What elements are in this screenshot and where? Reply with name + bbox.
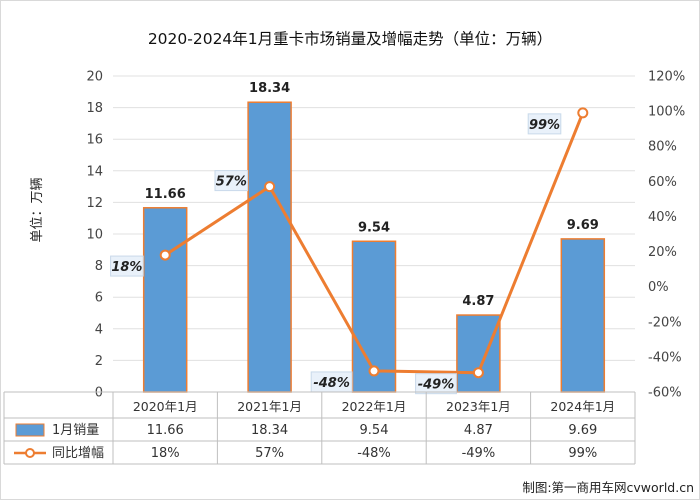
x-tick-label: 2024年1月 <box>550 399 615 414</box>
y-tick-label: 0 <box>95 386 103 401</box>
table-sales-value: 9.69 <box>568 423 597 438</box>
x-tick-label: 2021年1月 <box>237 399 302 414</box>
y-tick-label: 16 <box>86 133 103 148</box>
y-tick-label: 14 <box>86 164 103 179</box>
table-growth-value: -49% <box>462 446 496 461</box>
y-tick-label: 10 <box>86 228 103 243</box>
x-tick-label: 2023年1月 <box>446 399 511 414</box>
growth-point <box>368 365 380 377</box>
growth-value-label: -48% <box>313 376 350 391</box>
legend-line-marker <box>25 448 35 458</box>
y2-tick-label: -60% <box>648 386 682 401</box>
y-axis-label: 单位：万辆 <box>30 177 45 242</box>
growth-label-box <box>110 255 144 277</box>
growth-label-box <box>527 113 562 135</box>
chart-title: 2020-2024年1月重卡市场销量及增幅走势（单位：万辆） <box>148 30 552 48</box>
legend-bar-swatch <box>15 423 45 437</box>
y2-tick-label: -40% <box>648 350 682 365</box>
growth-value-label: 57% <box>216 175 247 190</box>
y2-tick-label: 0% <box>648 280 669 295</box>
y2-tick-label: 60% <box>648 175 677 190</box>
bar-value-label: 11.66 <box>145 187 186 202</box>
growth-value-label: 18% <box>111 260 142 275</box>
growth-label-box <box>214 170 249 192</box>
table-growth-value: 18% <box>151 446 180 461</box>
bar-value-label: 9.54 <box>358 220 390 235</box>
y2-tick-label: 100% <box>648 105 685 120</box>
y2-tick-label: 120% <box>648 70 685 85</box>
y2-tick-label: 80% <box>648 140 677 155</box>
growth-label-box <box>415 373 457 395</box>
credit-text: 制图:第一商用车网cvworld.cn <box>522 480 694 495</box>
growth-point <box>577 107 589 119</box>
growth-point <box>472 367 484 379</box>
y-tick-label: 18 <box>86 101 103 116</box>
y-tick-label: 2 <box>95 354 103 369</box>
bar-value-label: 9.69 <box>567 218 599 233</box>
table-sales-value: 9.54 <box>360 423 389 438</box>
table-sales-value: 11.66 <box>147 423 184 438</box>
y2-tick-label: 20% <box>648 245 677 260</box>
bar-value-label: 18.34 <box>249 81 290 96</box>
table-sales-value: 4.87 <box>464 423 493 438</box>
y-tick-label: 20 <box>86 70 103 85</box>
y-tick-label: 6 <box>95 291 103 306</box>
growth-point <box>264 181 276 193</box>
table-growth-value: -48% <box>357 446 391 461</box>
y-tick-label: 8 <box>95 259 103 274</box>
bar <box>456 314 501 393</box>
x-tick-label: 2022年1月 <box>342 399 407 414</box>
y-tick-label: 12 <box>86 196 103 211</box>
growth-point <box>159 249 171 261</box>
table-growth-value: 57% <box>255 446 284 461</box>
legend-line-label: 同比增幅 <box>52 446 104 461</box>
table-sales-value: 18.34 <box>251 423 288 438</box>
y-tick-label: 4 <box>95 322 103 337</box>
x-tick-label: 2020年1月 <box>133 399 198 414</box>
bar-value-label: 4.87 <box>462 294 494 309</box>
bar <box>247 101 292 393</box>
table-growth-value: 99% <box>568 446 597 461</box>
bar <box>560 238 606 393</box>
legend-bar-label: 1月销量 <box>52 423 99 438</box>
y2-tick-label: -20% <box>648 315 682 330</box>
growth-value-label: 99% <box>529 118 560 133</box>
growth-value-label: -49% <box>418 378 455 393</box>
bar <box>142 207 188 393</box>
y2-tick-label: 40% <box>648 210 677 225</box>
